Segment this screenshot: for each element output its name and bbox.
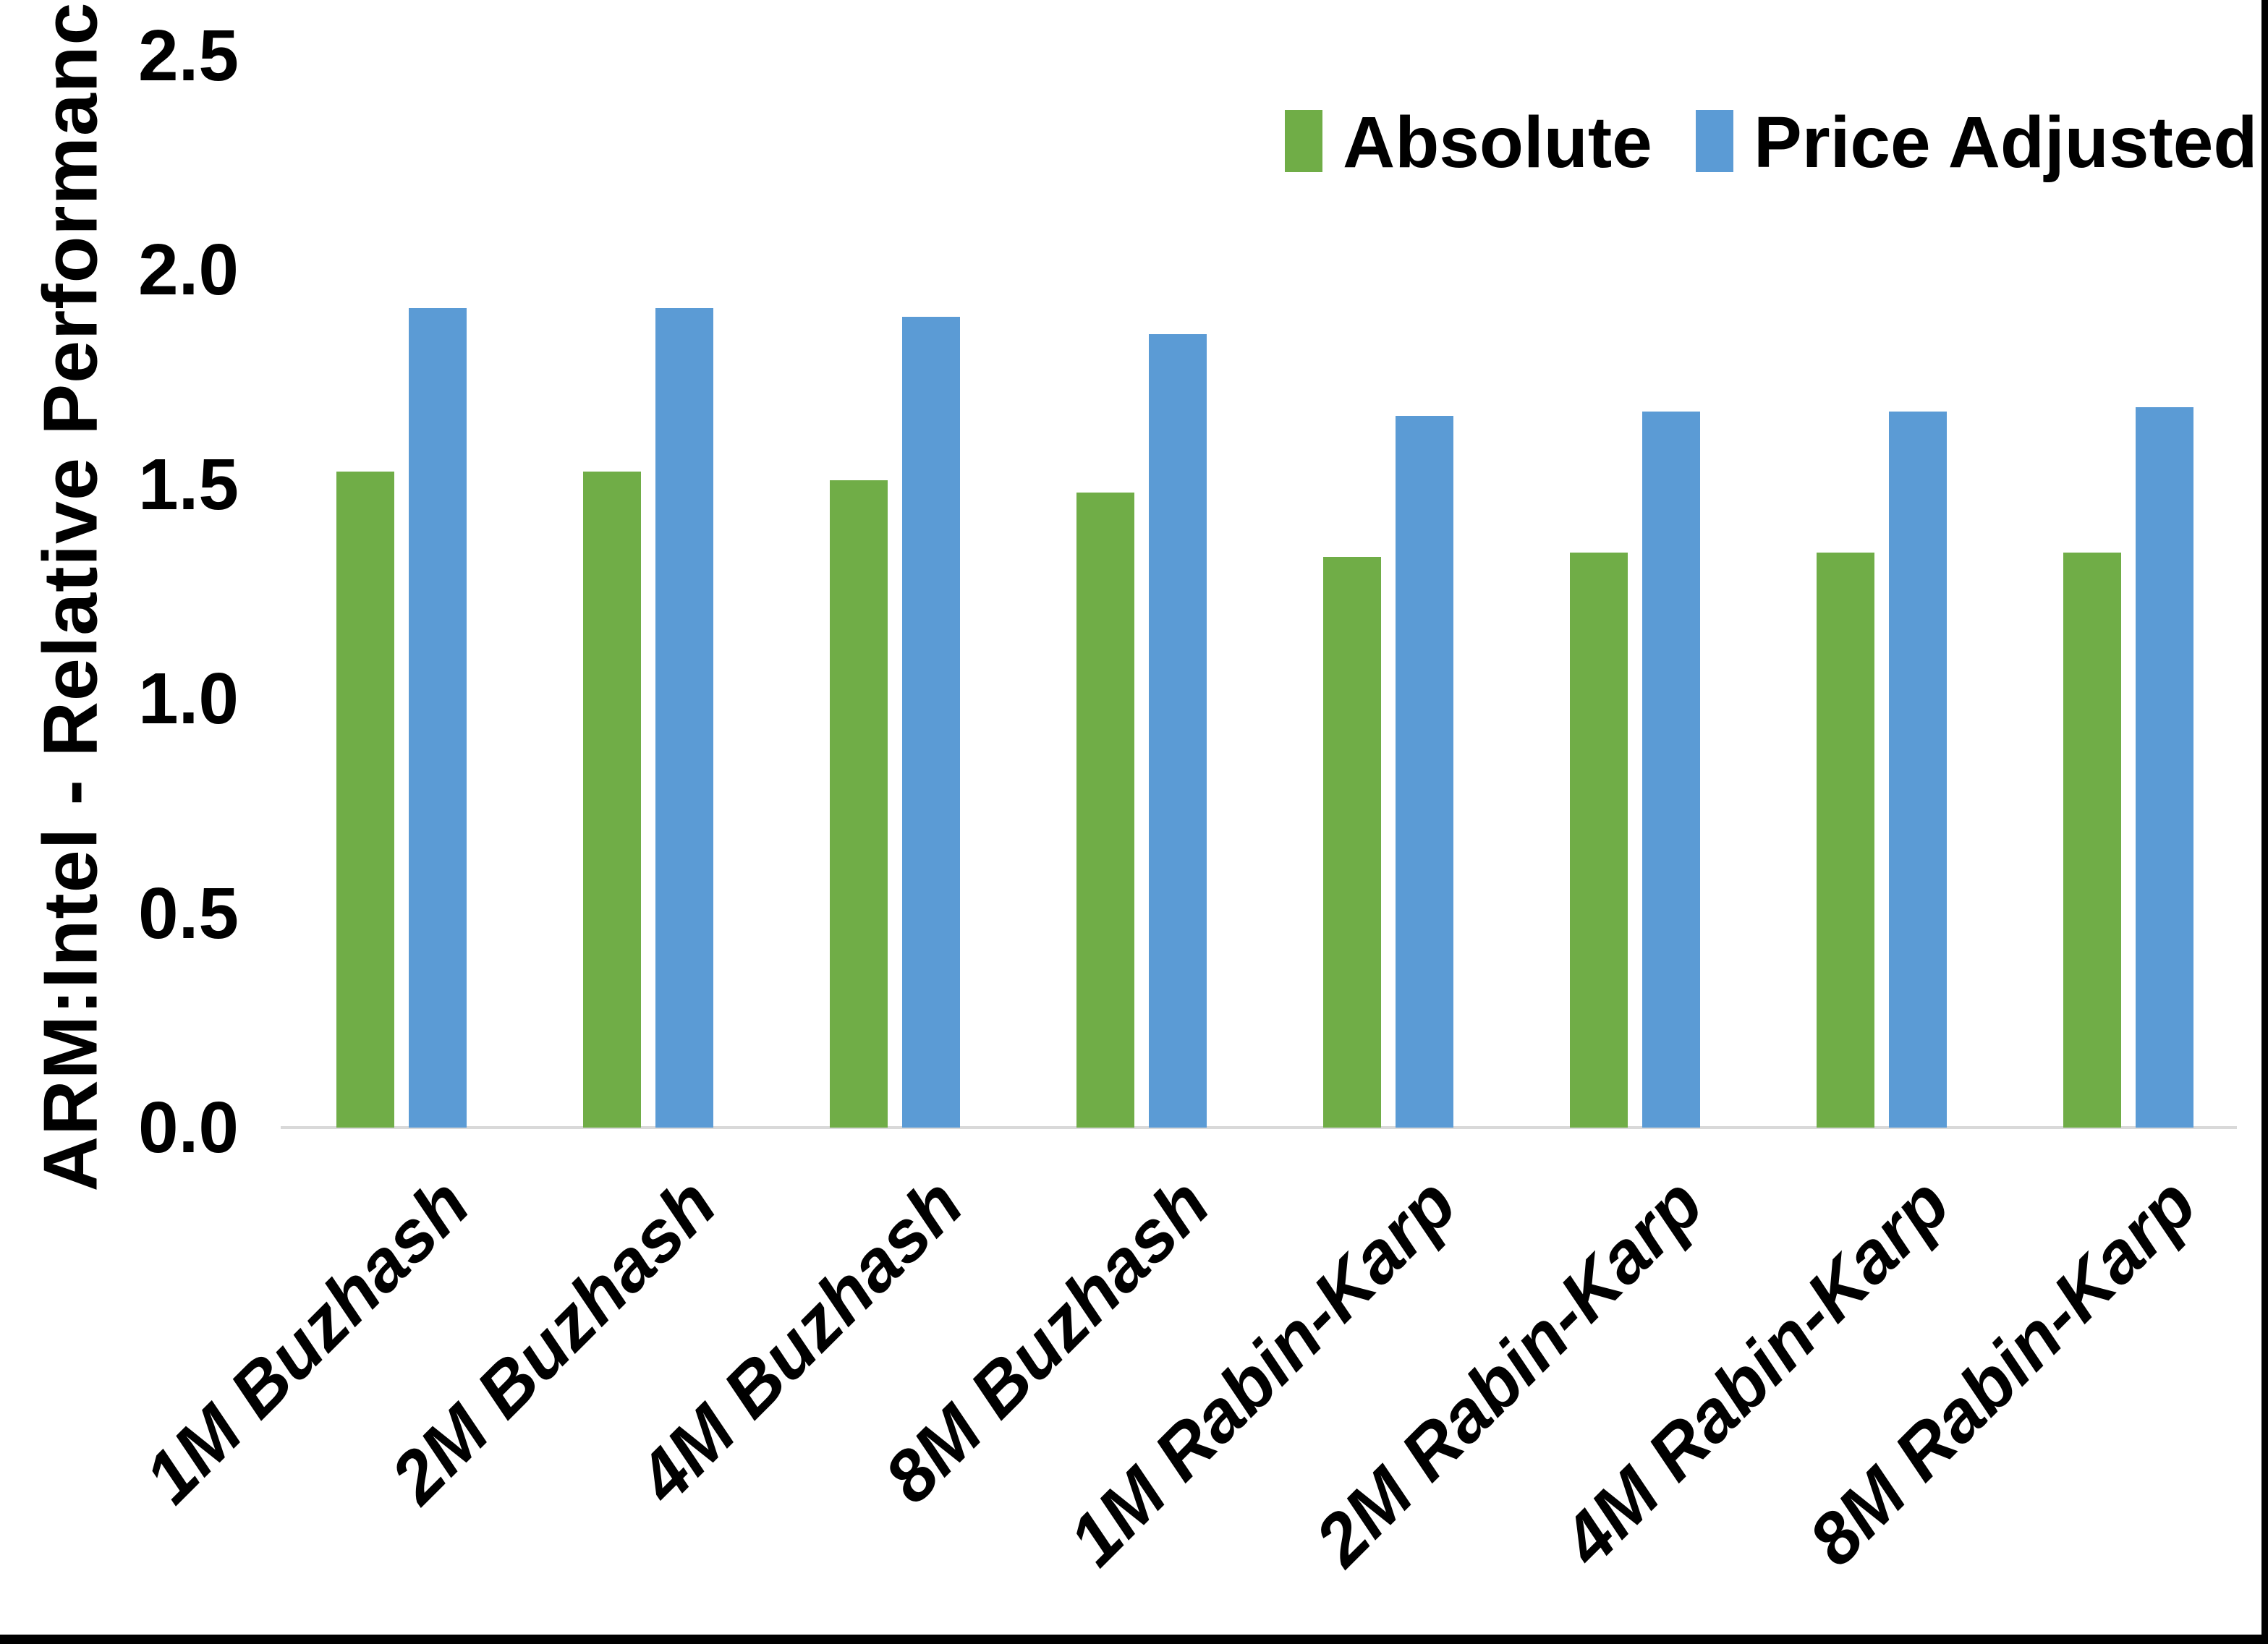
frame-edge-bottom — [0, 1635, 2268, 1644]
bar-absolute-2m-buzhash — [583, 472, 641, 1128]
legend-swatch-price-adjusted — [1696, 110, 1733, 172]
legend-swatch-absolute — [1285, 110, 1322, 172]
bar-absolute-8m-rabin-karp — [2063, 553, 2121, 1128]
y-tick-label-0-5: 0.5 — [137, 872, 239, 954]
bar-price-adjusted-1m-rabin-karp — [1396, 416, 1453, 1128]
y-tick-label-2-0: 2.0 — [137, 229, 239, 310]
y-tick-label-0-0: 0.0 — [137, 1087, 239, 1168]
y-tick-label-1-0: 1.0 — [137, 658, 239, 739]
y-tick-label-1-5: 1.5 — [137, 443, 239, 525]
y-tick-label-2-5: 2.5 — [137, 14, 239, 96]
bar-absolute-8m-buzhash — [1076, 493, 1134, 1128]
bar-price-adjusted-4m-rabin-karp — [1889, 412, 1947, 1128]
x-axis-line — [281, 1126, 2237, 1129]
bar-price-adjusted-2m-rabin-karp — [1642, 412, 1700, 1128]
bar-price-adjusted-4m-buzhash — [902, 317, 960, 1128]
y-axis-title: ARM:Intel - Relative Performance — [27, 0, 114, 1192]
bar-absolute-4m-buzhash — [830, 480, 888, 1128]
frame-edge-right — [2261, 0, 2268, 1644]
bar-absolute-4m-rabin-karp — [1817, 553, 1874, 1128]
bar-absolute-1m-rabin-karp — [1323, 557, 1381, 1128]
bar-absolute-1m-buzhash — [336, 472, 394, 1128]
bar-price-adjusted-1m-buzhash — [409, 308, 467, 1128]
bar-price-adjusted-8m-buzhash — [1149, 334, 1207, 1128]
legend-label-price-adjusted: Price Adjusted — [1754, 102, 2258, 183]
bar-price-adjusted-8m-rabin-karp — [2136, 407, 2193, 1128]
bar-absolute-2m-rabin-karp — [1570, 553, 1628, 1128]
bar-price-adjusted-2m-buzhash — [655, 308, 713, 1128]
legend-label-absolute: Absolute — [1343, 102, 1652, 183]
